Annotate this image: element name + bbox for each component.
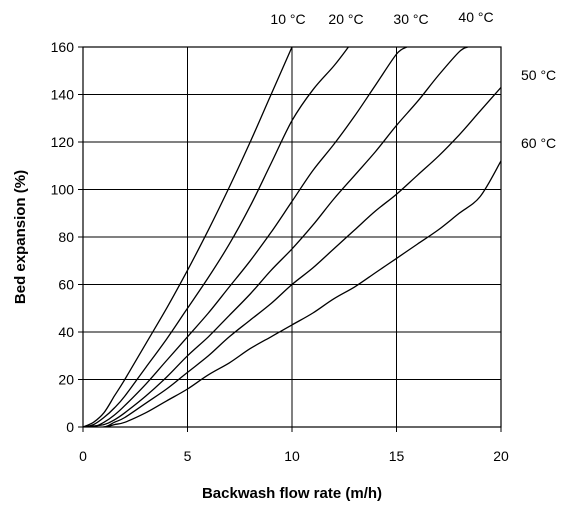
x-tick-label: 10 <box>284 448 300 464</box>
y-tick-label: 80 <box>58 229 74 245</box>
series-line-30-c <box>83 47 408 427</box>
x-tick-label: 0 <box>79 448 87 464</box>
y-tick-label: 140 <box>51 87 75 103</box>
series-line-60-c <box>83 160 501 427</box>
series-label-30-c: 30 °C <box>393 11 428 27</box>
x-tick-label: 20 <box>493 448 509 464</box>
series-label-20-c: 20 °C <box>328 11 363 27</box>
series-lines <box>83 47 501 427</box>
y-tick-label: 160 <box>51 39 75 55</box>
x-tick-label: 5 <box>184 448 192 464</box>
x-axis-title: Backwash flow rate (m/h) <box>202 485 382 502</box>
y-tick-label: 20 <box>58 372 74 388</box>
y-tick-label: 0 <box>66 419 74 435</box>
y-tick-label: 120 <box>51 134 75 150</box>
series-line-50-c <box>83 86 501 427</box>
series-label-40-c: 40 °C <box>458 9 493 25</box>
x-tick-label: 15 <box>389 448 405 464</box>
y-axis-title: Bed expansion (%) <box>12 170 29 304</box>
series-label-50-c: 50 °C <box>521 67 556 83</box>
plot-frame <box>82 46 502 428</box>
y-tick-labels: 0 20 40 60 80 100 120 140 160 <box>51 39 75 435</box>
y-tick-label: 60 <box>58 277 74 293</box>
series-line-20-c <box>83 47 349 427</box>
x-tick-labels: 0 5 10 15 20 <box>79 448 509 464</box>
series-labels: 10 °C 20 °C 30 °C 40 °C 50 °C 60 °C <box>270 9 556 151</box>
series-line-10-c <box>83 47 293 427</box>
series-label-60-c: 60 °C <box>521 135 556 151</box>
series-line-40-c <box>83 47 468 427</box>
y-tick-label: 40 <box>58 324 74 340</box>
series-label-10-c: 10 °C <box>270 11 305 27</box>
y-tick-label: 100 <box>51 182 75 198</box>
